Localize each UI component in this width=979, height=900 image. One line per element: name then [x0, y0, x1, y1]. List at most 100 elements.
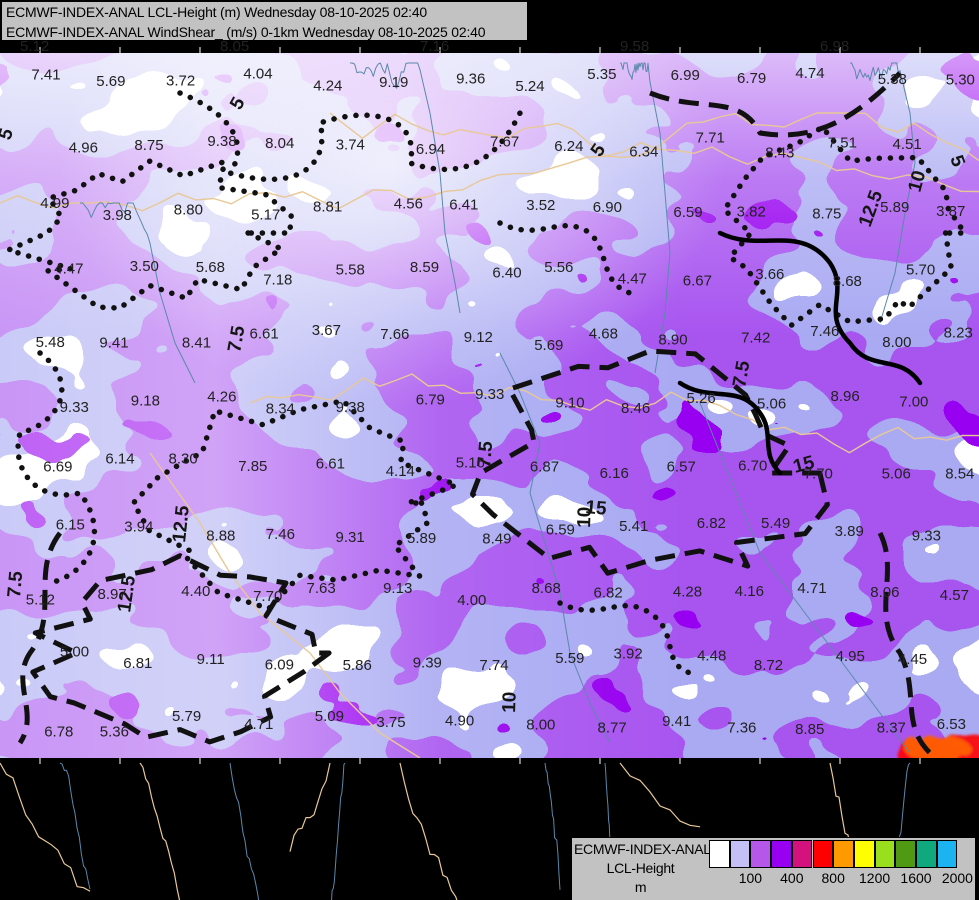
svg-text:4.26: 4.26 [207, 389, 236, 406]
svg-text:9.10: 9.10 [555, 394, 584, 411]
svg-text:4.28: 4.28 [673, 583, 702, 600]
svg-text:5.16: 5.16 [456, 454, 485, 471]
svg-text:8.90: 8.90 [658, 332, 687, 349]
svg-text:6.87: 6.87 [530, 459, 559, 476]
svg-text:6.79: 6.79 [737, 70, 766, 87]
svg-text:3.82: 3.82 [737, 204, 766, 221]
svg-text:9.41: 9.41 [662, 713, 691, 730]
svg-text:4.14: 4.14 [386, 463, 415, 480]
svg-text:8.80: 8.80 [174, 202, 203, 219]
svg-text:6.67: 6.67 [683, 273, 712, 290]
svg-text:9.41: 9.41 [99, 335, 128, 352]
svg-text:7.71: 7.71 [696, 130, 725, 147]
svg-text:4.00: 4.00 [457, 592, 486, 609]
svg-text:8.59: 8.59 [410, 259, 439, 276]
svg-text:3.89: 3.89 [835, 523, 864, 540]
svg-text:7.74: 7.74 [479, 657, 508, 674]
svg-text:4.95: 4.95 [836, 648, 865, 665]
svg-text:8.81: 8.81 [313, 199, 342, 216]
svg-text:5.00: 5.00 [60, 644, 89, 661]
svg-text:6.82: 6.82 [697, 515, 726, 532]
svg-text:8.04: 8.04 [265, 135, 294, 152]
svg-text:9.36: 9.36 [456, 71, 485, 88]
svg-text:3.52: 3.52 [526, 197, 555, 214]
svg-text:5.48: 5.48 [36, 334, 65, 351]
svg-text:8.30: 8.30 [169, 450, 198, 467]
svg-text:10: 10 [499, 691, 521, 713]
svg-text:3.67: 3.67 [312, 322, 341, 339]
svg-text:5.24: 5.24 [515, 78, 544, 95]
svg-text:6.99: 6.99 [671, 67, 700, 84]
svg-text:6.16: 6.16 [600, 465, 629, 482]
svg-text:5.12: 5.12 [26, 592, 55, 609]
svg-text:5.36: 5.36 [100, 723, 129, 740]
svg-text:4.71: 4.71 [797, 580, 826, 597]
svg-text:5.69: 5.69 [534, 337, 563, 354]
svg-text:6.82: 6.82 [594, 585, 623, 602]
svg-text:8.00: 8.00 [882, 334, 911, 351]
svg-text:4.47: 4.47 [54, 261, 83, 278]
svg-text:6.98: 6.98 [820, 40, 849, 53]
svg-text:12.5: 12.5 [169, 504, 194, 543]
svg-text:4.48: 4.48 [697, 648, 726, 665]
svg-text:4.90: 4.90 [445, 713, 474, 730]
svg-text:8.06: 8.06 [870, 584, 899, 601]
svg-text:9.39: 9.39 [413, 655, 442, 672]
svg-text:9.58: 9.58 [620, 40, 649, 53]
svg-text:7.16: 7.16 [420, 40, 449, 53]
svg-text:3.66: 3.66 [755, 266, 784, 283]
svg-text:5.68: 5.68 [196, 259, 225, 276]
svg-text:5.59: 5.59 [555, 650, 584, 667]
svg-text:5.58: 5.58 [336, 261, 365, 278]
svg-text:7.66: 7.66 [380, 326, 409, 343]
svg-text:8.41: 8.41 [182, 335, 211, 352]
svg-text:5.35: 5.35 [587, 66, 616, 83]
svg-text:6.81: 6.81 [123, 655, 152, 672]
svg-text:4.68: 4.68 [589, 325, 618, 342]
svg-text:6.09: 6.09 [265, 657, 294, 674]
svg-text:6.94: 6.94 [416, 141, 445, 158]
svg-text:8.72: 8.72 [754, 657, 783, 674]
svg-text:4.99: 4.99 [40, 195, 69, 212]
svg-text:4.47: 4.47 [618, 271, 647, 288]
svg-text:7.70: 7.70 [253, 588, 282, 605]
svg-text:5.70: 5.70 [906, 262, 935, 279]
svg-text:8.68: 8.68 [833, 273, 862, 290]
svg-text:5.56: 5.56 [544, 259, 573, 276]
svg-text:8.46: 8.46 [621, 400, 650, 417]
svg-text:4.57: 4.57 [940, 587, 969, 604]
svg-text:4.74: 4.74 [795, 65, 824, 82]
svg-text:6.69: 6.69 [43, 458, 72, 475]
svg-text:3.72: 3.72 [166, 72, 195, 89]
svg-text:8.43: 8.43 [765, 144, 794, 161]
svg-text:5.86: 5.86 [343, 657, 372, 674]
svg-text:7.63: 7.63 [307, 580, 336, 597]
svg-text:3.50: 3.50 [130, 258, 159, 275]
svg-text:9.33: 9.33 [475, 386, 504, 403]
svg-text:4.24: 4.24 [313, 77, 342, 94]
svg-text:7.85: 7.85 [238, 458, 267, 475]
svg-text:8.34: 8.34 [266, 401, 295, 418]
svg-text:8.49: 8.49 [482, 531, 511, 548]
svg-text:4.16: 4.16 [735, 583, 764, 600]
svg-text:6.40: 6.40 [492, 265, 521, 282]
svg-text:7.36: 7.36 [727, 719, 756, 736]
svg-text:3.94: 3.94 [124, 519, 153, 536]
svg-text:6.53: 6.53 [937, 716, 966, 733]
svg-text:7.46: 7.46 [266, 526, 295, 543]
svg-text:6.14: 6.14 [105, 451, 134, 468]
svg-text:5.89: 5.89 [880, 199, 909, 216]
svg-text:4.51: 4.51 [893, 136, 922, 153]
svg-text:8.88: 8.88 [206, 527, 235, 544]
svg-text:3.92: 3.92 [614, 646, 643, 663]
svg-text:6.61: 6.61 [316, 456, 345, 473]
svg-text:7.46: 7.46 [810, 323, 839, 340]
svg-text:5.49: 5.49 [761, 515, 790, 532]
svg-text:4.04: 4.04 [243, 65, 272, 82]
svg-text:5.06: 5.06 [757, 395, 786, 412]
svg-text:9.18: 9.18 [131, 392, 160, 409]
svg-text:7.00: 7.00 [899, 393, 928, 410]
svg-text:5.09: 5.09 [315, 708, 344, 725]
svg-text:6.15: 6.15 [56, 517, 85, 534]
svg-text:7.5: 7.5 [4, 570, 27, 599]
